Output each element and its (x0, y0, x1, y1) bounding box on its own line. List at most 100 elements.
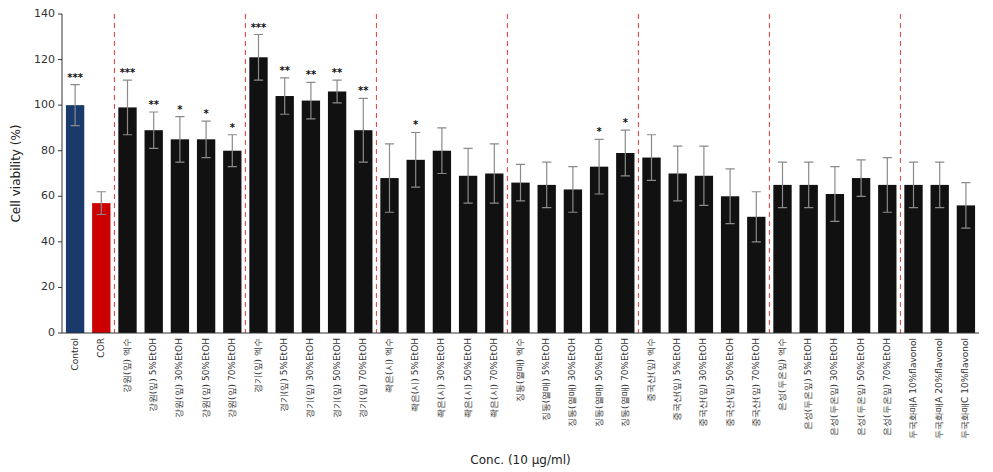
error-bar (595, 139, 604, 194)
group-separator (376, 14, 377, 333)
x-tick-label: 은성(두온잎) 50%EtOH (856, 338, 866, 436)
y-tick-label: 20 (41, 280, 55, 293)
significance-label: * (596, 126, 602, 137)
bar (92, 203, 110, 333)
y-tick (58, 14, 62, 15)
y-tick (58, 196, 62, 197)
error-bar (280, 78, 289, 114)
error-bar (385, 144, 394, 212)
x-tick-label: 은성(두온잎) 30%EtOH (829, 338, 839, 436)
error-bar (568, 167, 577, 213)
significance-label: *** (120, 67, 136, 78)
significance-label: * (623, 117, 629, 128)
x-tick-label: 은성(두온잎) 엑수 (777, 338, 787, 411)
error-bar (516, 164, 525, 200)
y-tick (58, 59, 62, 60)
significance-label: ** (148, 99, 159, 110)
x-tick-label: 경기(잎) 엑수 (253, 338, 263, 393)
group-separator (900, 14, 901, 333)
error-bar (490, 144, 499, 203)
y-tick-label: 140 (34, 7, 55, 20)
bar (223, 151, 241, 333)
x-tick-label: 중국산(잎) 30%EtOH (698, 338, 708, 427)
bar (66, 105, 84, 333)
error-bar (961, 183, 970, 229)
x-tick-label: 좍은(시) 5%EtOH (410, 338, 420, 412)
significance-label: * (413, 119, 419, 130)
y-tick (58, 150, 62, 151)
x-tick-label: Control (70, 338, 80, 371)
y-tick-label: 120 (34, 53, 55, 66)
significance-label: ** (279, 65, 290, 76)
group-separator (114, 14, 115, 333)
y-tick (58, 241, 62, 242)
x-tick-label: 좍은(시) 70%EtOH (489, 338, 499, 418)
x-tick-label: COR (96, 338, 106, 358)
bars (66, 57, 975, 333)
x-tick-label: 징동(열매) 5%EtOH (541, 338, 551, 421)
significance-label: *** (67, 72, 83, 83)
x-tick-label: 두국화매C 10%flavonol (960, 338, 970, 439)
bar (616, 153, 634, 333)
bar (171, 139, 189, 333)
bar (852, 178, 870, 333)
error-bar (621, 130, 630, 176)
x-tick-label: 징동(열매) 엑수 (515, 338, 525, 402)
x-tick-label: 강원(잎) 엑수 (122, 338, 132, 393)
x-tick-label: 은성(두온잎) 5%EtOH (803, 338, 813, 430)
error-bar (333, 80, 342, 103)
bar (118, 107, 136, 333)
x-tick-label: 경기(잎) 30%EtOH (305, 338, 315, 418)
y-tick-label: 40 (41, 235, 55, 248)
significance-label: *** (251, 22, 267, 33)
significance-label: * (177, 104, 183, 115)
error-bar (228, 135, 237, 167)
x-tick-label: 징동(열매) 30%EtOH (567, 338, 577, 427)
error-bar (149, 112, 158, 148)
error-bar (909, 162, 918, 208)
error-bar (254, 35, 263, 81)
x-tick-label: 좍은(시) 30%EtOH (436, 338, 446, 418)
y-tick (58, 287, 62, 288)
error-bar (726, 169, 735, 224)
x-tick-label: 징동(열매) 70%EtOH (620, 338, 630, 427)
y-axis-label: Cell viability (%) (9, 124, 23, 222)
significance-label: * (230, 122, 236, 133)
x-axis-label: Conc. (10 μg/ml) (470, 453, 570, 467)
error-bar (123, 80, 132, 135)
error-bar (830, 167, 839, 222)
error-bar (542, 162, 551, 208)
x-tick-label: 경기(잎) 70%EtOH (358, 338, 368, 418)
bar (276, 96, 294, 333)
x-tick-label: 강원(잎) 30%EtOH (174, 338, 184, 418)
error-bar (359, 98, 368, 162)
x-tick-label: 중국산(잎) 5%EtOH (672, 338, 682, 421)
significance-label: ** (332, 67, 343, 78)
x-tick-label: 경기(잎) 50%EtOH (332, 338, 342, 418)
x-tick-label: 은성(두온잎) 70%EtOH (882, 338, 892, 436)
group-separator (769, 14, 770, 333)
error-bar (778, 162, 787, 208)
x-tick-label: 강원(잎) 70%EtOH (227, 338, 237, 418)
x-axis-line (62, 333, 979, 334)
significance-label: ** (306, 69, 317, 80)
y-tick (58, 333, 62, 334)
y-axis-line (62, 14, 63, 333)
chart: *************************020406080100120… (0, 0, 993, 472)
x-tick-label: 징동(열매) 50%EtOH (594, 338, 604, 427)
x-tick-label: 좍은(시) 50%EtOH (463, 338, 473, 418)
x-tick-label: 좍은(시) 엑수 (384, 338, 394, 393)
error-bar (673, 146, 682, 201)
bar (302, 101, 320, 333)
x-tick-label: 강원(잎) 50%EtOH (201, 338, 211, 418)
significance-labels: ************************* (67, 22, 628, 138)
x-tick-label: 두국화매A 10%flavonol (908, 338, 918, 439)
group-separators (114, 14, 900, 333)
error-bar (306, 82, 315, 118)
error-bar (71, 85, 80, 126)
error-bar (202, 121, 211, 157)
x-tick-label: 중국산(잎) 엑수 (646, 338, 656, 402)
error-bar (97, 192, 106, 215)
error-bar (883, 158, 892, 213)
y-tick-label: 100 (34, 98, 55, 111)
